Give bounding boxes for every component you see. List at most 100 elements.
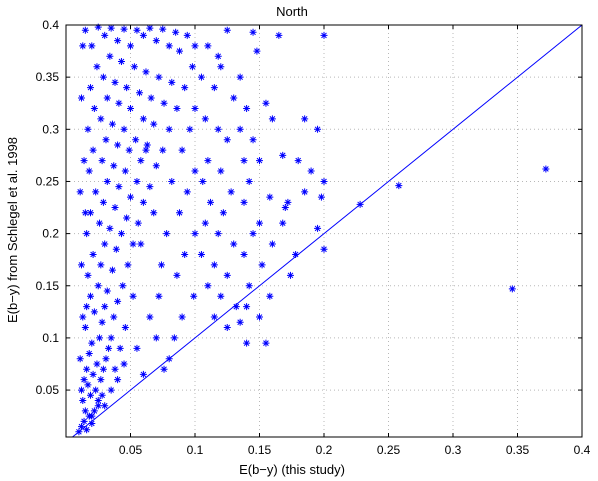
x-tick-label: 0.2 (316, 443, 333, 457)
x-tick-label: 0.3 (445, 443, 462, 457)
data-point (117, 230, 125, 238)
data-point (81, 209, 89, 217)
data-point (253, 47, 261, 55)
data-point (178, 146, 186, 154)
data-point (79, 42, 87, 50)
data-point (97, 261, 105, 269)
data-point (191, 167, 199, 175)
data-points (75, 23, 550, 436)
data-point (542, 165, 550, 173)
data-point (214, 230, 222, 238)
data-point (217, 63, 225, 71)
data-point (127, 193, 134, 201)
data-point (181, 84, 189, 92)
grid-layer (66, 25, 582, 437)
data-point (105, 344, 113, 352)
data-point (81, 407, 89, 415)
data-point (275, 31, 283, 39)
data-point (87, 292, 95, 300)
data-point (170, 334, 178, 342)
data-point (87, 391, 95, 399)
data-point (268, 240, 276, 248)
data-point (199, 177, 207, 185)
data-point (130, 63, 138, 71)
data-point (249, 230, 257, 238)
y-tick-label: 0.05 (36, 383, 60, 397)
data-point (243, 339, 251, 347)
data-point (159, 146, 167, 154)
data-point (155, 292, 163, 300)
data-point (262, 339, 270, 347)
data-point (90, 308, 98, 316)
data-point (240, 250, 248, 258)
data-point (236, 125, 244, 133)
data-point (77, 94, 85, 102)
data-point (168, 78, 176, 86)
data-point (124, 261, 132, 269)
data-point (152, 37, 160, 45)
y-tick-label: 0.15 (36, 279, 60, 293)
data-point (223, 26, 231, 34)
data-point (307, 167, 315, 175)
data-point (160, 365, 168, 373)
data-point (132, 136, 140, 144)
data-point (197, 250, 205, 258)
data-point (97, 376, 105, 384)
data-point (279, 219, 287, 227)
data-point (146, 183, 154, 191)
data-point (96, 334, 104, 342)
data-point (152, 334, 160, 342)
data-point (314, 224, 322, 232)
data-point (176, 47, 184, 55)
data-point (77, 261, 85, 269)
data-point (163, 230, 171, 238)
data-point (266, 193, 274, 201)
data-point (89, 250, 97, 258)
data-point (107, 386, 115, 394)
data-point (320, 245, 328, 253)
data-point (87, 209, 95, 217)
data-point (210, 313, 218, 321)
data-point (210, 84, 218, 92)
data-point (232, 303, 240, 311)
data-point (90, 104, 98, 112)
data-point (256, 219, 263, 227)
data-point (115, 183, 123, 191)
data-point (210, 261, 218, 269)
data-point (116, 344, 124, 352)
data-point (98, 318, 106, 326)
data-point (204, 157, 212, 165)
data-point (508, 285, 516, 293)
data-point (204, 42, 212, 50)
data-point (127, 104, 134, 112)
data-point (96, 219, 104, 227)
data-point (256, 157, 263, 165)
data-point (83, 426, 91, 434)
data-point (99, 73, 107, 81)
data-point (77, 386, 85, 394)
data-point (190, 292, 198, 300)
data-point (75, 428, 83, 436)
data-point (80, 417, 88, 425)
x-axis-ticks: 0.05 0.1 0.15 0.2 0.25 0.3 0.35 0.4 (119, 25, 591, 457)
data-point (139, 31, 147, 39)
y-tick-label: 0.2 (42, 227, 59, 241)
data-point (286, 271, 294, 279)
data-point (134, 219, 142, 227)
data-point (301, 188, 309, 196)
data-point (88, 339, 96, 347)
data-point (111, 204, 119, 212)
data-point (83, 303, 91, 311)
data-point (114, 376, 122, 384)
data-point (165, 355, 173, 363)
data-point (356, 200, 364, 208)
data-point (217, 292, 225, 300)
data-point (89, 146, 97, 154)
data-point (87, 84, 95, 92)
data-point (256, 313, 263, 321)
data-point (117, 58, 125, 66)
chart-title: North (276, 4, 308, 19)
data-point (97, 115, 105, 123)
y-tick-label: 0.4 (42, 18, 59, 32)
data-point (214, 125, 222, 133)
